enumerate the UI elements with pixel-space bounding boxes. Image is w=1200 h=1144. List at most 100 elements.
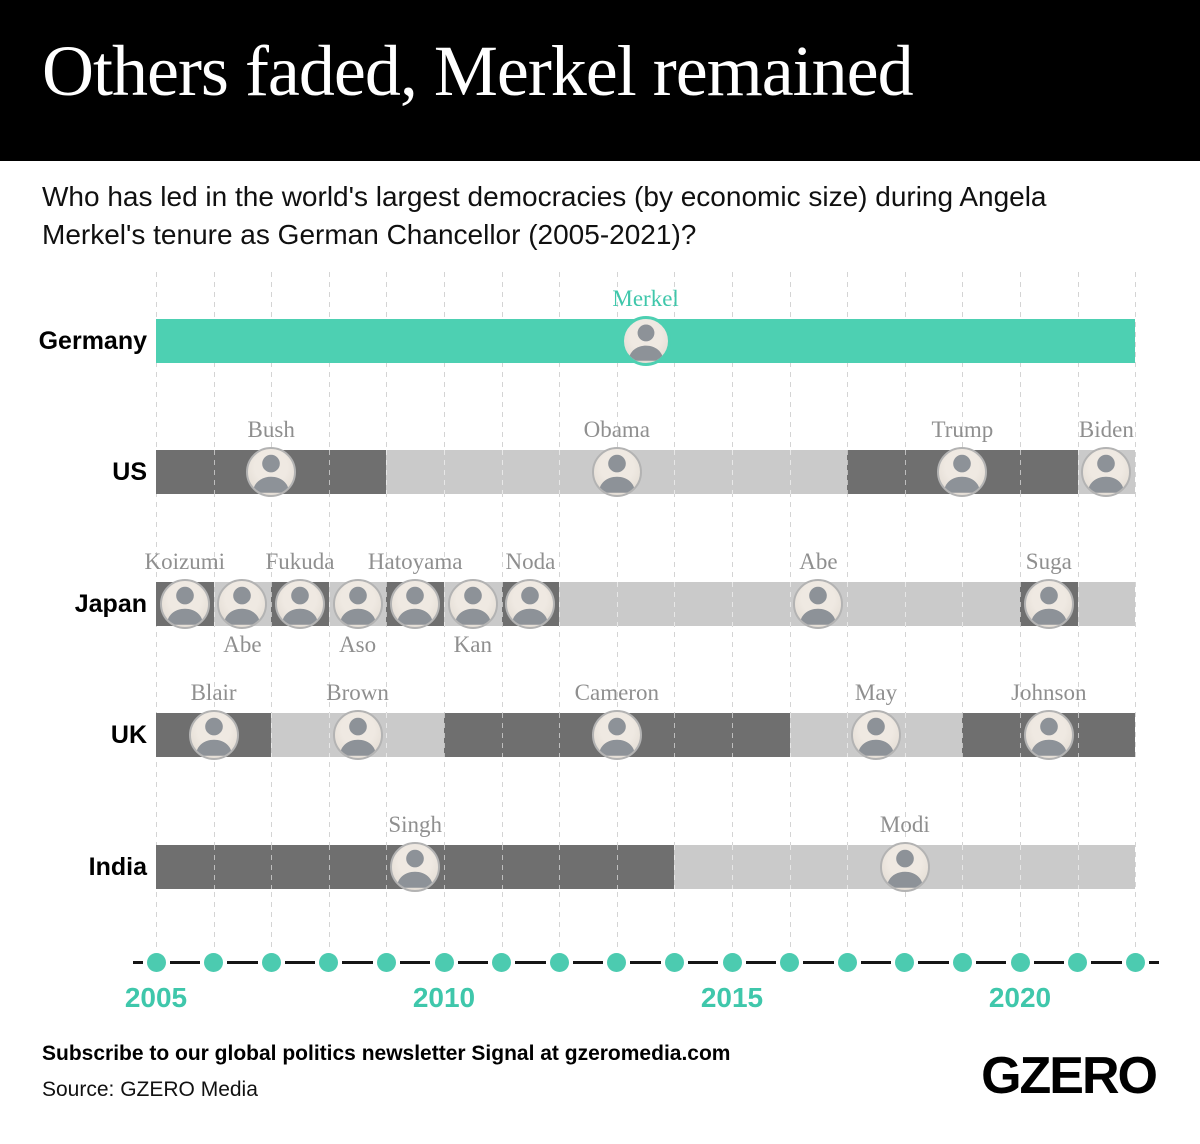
person-silhouette-icon bbox=[224, 586, 261, 625]
subtitle-line-1: Who has led in the world's largest democ… bbox=[42, 181, 1047, 212]
leader-face-abe bbox=[217, 578, 268, 629]
axis-line-segment bbox=[975, 961, 1007, 964]
bar-year-tick-2019 bbox=[962, 844, 964, 889]
axis-line-segment bbox=[630, 961, 661, 964]
leader-label-cameron: Cameron bbox=[574, 680, 659, 706]
axis-dot-2016 bbox=[780, 953, 800, 972]
axis-line-segment bbox=[342, 961, 373, 964]
bar-year-tick-2021 bbox=[1077, 844, 1079, 889]
person-silhouette-icon bbox=[512, 586, 549, 625]
bar-year-tick-2018 bbox=[904, 450, 906, 495]
bar-year-tick-2008 bbox=[328, 450, 330, 495]
bar-year-tick-2012 bbox=[559, 581, 561, 626]
leader-label-suga: Suga bbox=[1025, 548, 1072, 574]
leader-face-johnson bbox=[1023, 710, 1074, 761]
bar-year-tick-2010 bbox=[444, 581, 445, 626]
bar-year-tick-2011 bbox=[501, 581, 503, 626]
bar-year-tick-2015 bbox=[732, 713, 733, 758]
leader-label-merkel: Merkel bbox=[612, 286, 679, 311]
row-label-us: US bbox=[112, 458, 147, 487]
axis-dot-2013 bbox=[607, 953, 627, 972]
leader-label-koizumi: Koizumi bbox=[144, 548, 226, 574]
bar-year-tick-2006 bbox=[213, 581, 215, 626]
bar-year-tick-2010 bbox=[444, 844, 445, 889]
bar-year-tick-2017 bbox=[847, 581, 849, 626]
leader-face-fukuda bbox=[275, 578, 325, 629]
axis-year-label-2010: 2010 bbox=[412, 982, 476, 1013]
gzero-logo: GZERO bbox=[981, 1047, 1158, 1105]
axis-dot-2019 bbox=[952, 953, 972, 972]
leader-label-bush: Bush bbox=[247, 417, 295, 443]
person-silhouette-icon bbox=[886, 849, 923, 888]
axis-year-label-2015: 2015 bbox=[700, 982, 764, 1013]
subscribe-text: Subscribe to our global politics newslet… bbox=[42, 1042, 731, 1065]
leader-face-hatoyama bbox=[390, 578, 441, 629]
leader-label-aso: Aso bbox=[339, 631, 377, 657]
bar-year-tick-2012 bbox=[559, 450, 561, 495]
axis-dot-2008 bbox=[319, 953, 339, 972]
person-silhouette-icon bbox=[628, 324, 663, 361]
leader-face-blair bbox=[188, 710, 239, 761]
leader-label-obama: Obama bbox=[583, 417, 651, 443]
year-gridline-2022 bbox=[1135, 272, 1137, 948]
leader-label-biden: Biden bbox=[1078, 417, 1134, 443]
person-silhouette-icon bbox=[1088, 455, 1125, 494]
leader-face-noda bbox=[505, 578, 556, 629]
leader-label-abe: Abe bbox=[799, 548, 838, 574]
axis-line-trail bbox=[1148, 961, 1159, 964]
bar-year-tick-2020 bbox=[1020, 581, 1021, 626]
bar-year-tick-2006 bbox=[213, 450, 215, 495]
bar-year-tick-2021 bbox=[1077, 450, 1079, 495]
bar-year-tick-2008 bbox=[328, 581, 330, 626]
row-label-uk: UK bbox=[110, 721, 147, 750]
row-label-germany: Germany bbox=[38, 327, 147, 355]
person-silhouette-icon bbox=[1030, 586, 1067, 625]
axis-line-segment bbox=[227, 961, 258, 964]
bar-year-tick-2019 bbox=[962, 713, 964, 758]
bar-year-tick-2015 bbox=[732, 450, 733, 495]
axis-dot-2021 bbox=[1068, 953, 1088, 972]
person-silhouette-icon bbox=[857, 717, 895, 756]
header-band: Others faded, Merkel remained bbox=[0, 0, 1200, 161]
person-silhouette-icon bbox=[253, 455, 290, 494]
bar-year-tick-2008 bbox=[328, 713, 330, 758]
subtitle: Who has led in the world's largest democ… bbox=[42, 178, 1182, 254]
bar-year-tick-2006 bbox=[213, 844, 215, 889]
leader-label-noda: Noda bbox=[505, 548, 556, 574]
leader-label-fukuda: Fukuda bbox=[265, 548, 335, 574]
bar-year-tick-2017 bbox=[847, 844, 849, 889]
bar-year-tick-2016 bbox=[789, 581, 791, 626]
bar-year-tick-2015 bbox=[732, 581, 733, 626]
bar-year-tick-2009 bbox=[386, 450, 388, 495]
person-silhouette-icon bbox=[1030, 717, 1067, 756]
leader-label-kan: Kan bbox=[453, 631, 492, 657]
axis-line-lead bbox=[132, 961, 143, 964]
axis-line-segment bbox=[1033, 961, 1065, 964]
person-silhouette-icon bbox=[166, 586, 203, 625]
axis-line-segment bbox=[169, 961, 201, 964]
person-silhouette-icon bbox=[598, 717, 635, 756]
axis-line-segment bbox=[918, 961, 949, 964]
leader-label-singh: Singh bbox=[388, 811, 443, 837]
axis-dot-2006 bbox=[204, 953, 224, 972]
leader-label-johnson: Johnson bbox=[1011, 680, 1087, 706]
person-silhouette-icon bbox=[800, 586, 837, 625]
leader-face-bush bbox=[246, 447, 297, 498]
person-silhouette-icon bbox=[339, 586, 376, 625]
bar-year-tick-2012 bbox=[559, 844, 561, 889]
leader-face-cameron bbox=[591, 710, 642, 761]
bar-year-tick-2009 bbox=[386, 581, 388, 626]
axis-dot-2007 bbox=[261, 953, 281, 972]
axis-line-segment bbox=[572, 961, 604, 964]
bar-year-tick-2017 bbox=[847, 713, 849, 758]
bar-year-tick-2011 bbox=[501, 713, 503, 758]
leader-face-singh bbox=[390, 841, 441, 892]
bar-year-tick-2012 bbox=[559, 713, 561, 758]
row-label-japan: Japan bbox=[74, 589, 147, 618]
axis-line-segment bbox=[515, 961, 546, 964]
bar-year-tick-2010 bbox=[444, 450, 445, 495]
leader-label-trump: Trump bbox=[931, 417, 994, 443]
axis-dot-2010 bbox=[434, 953, 454, 972]
